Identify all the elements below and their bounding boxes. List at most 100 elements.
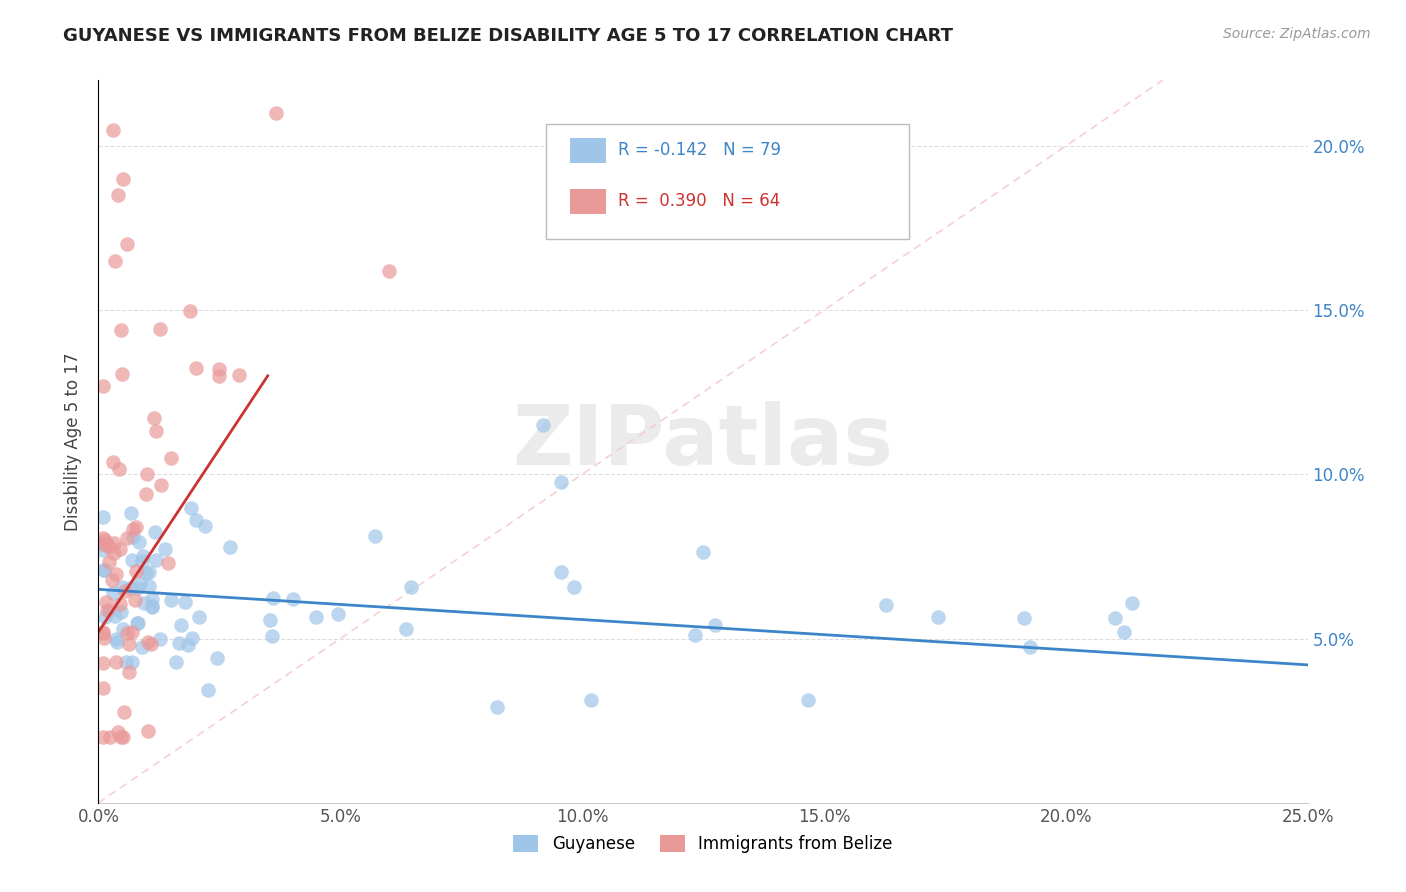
Point (1121, 596, 1143, 610)
Point (97, 604, 120, 618)
Point (108, 461, 131, 475)
Point (579, 693, 602, 707)
Point (112, 622, 135, 636)
Point (150, 478, 173, 492)
Point (135, 467, 157, 482)
Point (485, 700, 508, 714)
Point (98, 541, 121, 555)
Point (101, 586, 124, 600)
Point (127, 616, 149, 631)
Point (1019, 640, 1042, 654)
Point (104, 254, 127, 268)
Point (111, 368, 134, 382)
Point (91, 510, 114, 524)
Point (91, 681, 114, 696)
Point (93, 563, 115, 577)
Point (91, 531, 114, 545)
Point (91, 730, 114, 744)
Point (121, 655, 143, 669)
Point (177, 638, 200, 652)
Text: GUYANESE VS IMMIGRANTS FROM BELIZE DISABILITY AGE 5 TO 17 CORRELATION CHART: GUYANESE VS IMMIGRANTS FROM BELIZE DISAB… (63, 27, 953, 45)
Point (97, 555, 120, 569)
Point (1104, 611, 1126, 625)
Point (103, 455, 125, 469)
Point (703, 618, 725, 632)
Text: R =  0.390   N = 64: R = 0.390 N = 64 (619, 192, 780, 210)
Point (104, 566, 127, 581)
Point (91, 657, 114, 671)
Legend: Guyanese, Immigrants from Belize: Guyanese, Immigrants from Belize (506, 828, 900, 860)
Point (122, 530, 145, 544)
Point (101, 122, 124, 136)
Point (93, 631, 115, 645)
Point (1014, 611, 1036, 625)
Point (131, 640, 153, 654)
Point (131, 554, 153, 568)
Point (118, 638, 141, 652)
Point (107, 724, 129, 739)
Point (550, 565, 572, 579)
Point (104, 608, 127, 623)
Point (1112, 625, 1135, 640)
Point (108, 541, 131, 556)
Point (156, 556, 179, 570)
Point (134, 596, 156, 610)
Point (132, 549, 155, 564)
Point (259, 613, 281, 627)
Point (115, 626, 138, 640)
Point (104, 632, 127, 646)
Point (118, 582, 141, 596)
Point (97, 538, 120, 552)
Point (262, 629, 284, 643)
Point (98, 730, 121, 744)
Point (173, 595, 195, 609)
Point (149, 632, 172, 647)
Point (104, 656, 127, 670)
Point (875, 599, 897, 613)
Point (160, 450, 183, 465)
Point (127, 616, 149, 631)
Point (281, 592, 304, 607)
Point (145, 553, 167, 567)
Point (149, 322, 172, 336)
Point (110, 597, 132, 611)
Point (121, 506, 143, 520)
Point (110, 605, 132, 619)
Point (399, 580, 422, 594)
Point (160, 592, 183, 607)
Point (797, 693, 820, 707)
Point (111, 171, 134, 186)
Point (219, 540, 242, 554)
Point (228, 368, 250, 382)
Point (122, 523, 145, 537)
Point (141, 599, 163, 613)
Point (121, 624, 143, 639)
Text: R = -0.142   N = 79: R = -0.142 N = 79 (619, 141, 782, 160)
Point (170, 618, 193, 632)
Text: ZIPatlas: ZIPatlas (513, 401, 893, 482)
Point (143, 525, 166, 540)
Point (94, 533, 117, 547)
Point (180, 501, 202, 516)
Point (114, 583, 136, 598)
Point (205, 651, 228, 665)
Point (692, 545, 714, 559)
Point (927, 610, 949, 624)
Point (107, 188, 129, 202)
Point (136, 635, 159, 649)
Point (110, 730, 132, 744)
Point (103, 546, 125, 560)
Point (184, 360, 207, 375)
Point (96, 603, 118, 617)
Point (153, 542, 176, 557)
Point (138, 579, 160, 593)
Point (129, 575, 152, 590)
Point (110, 323, 132, 337)
Point (112, 730, 135, 744)
Point (208, 368, 231, 383)
Point (107, 635, 129, 649)
Point (364, 529, 387, 543)
Point (141, 637, 163, 651)
Point (93, 537, 115, 551)
Point (141, 599, 163, 614)
